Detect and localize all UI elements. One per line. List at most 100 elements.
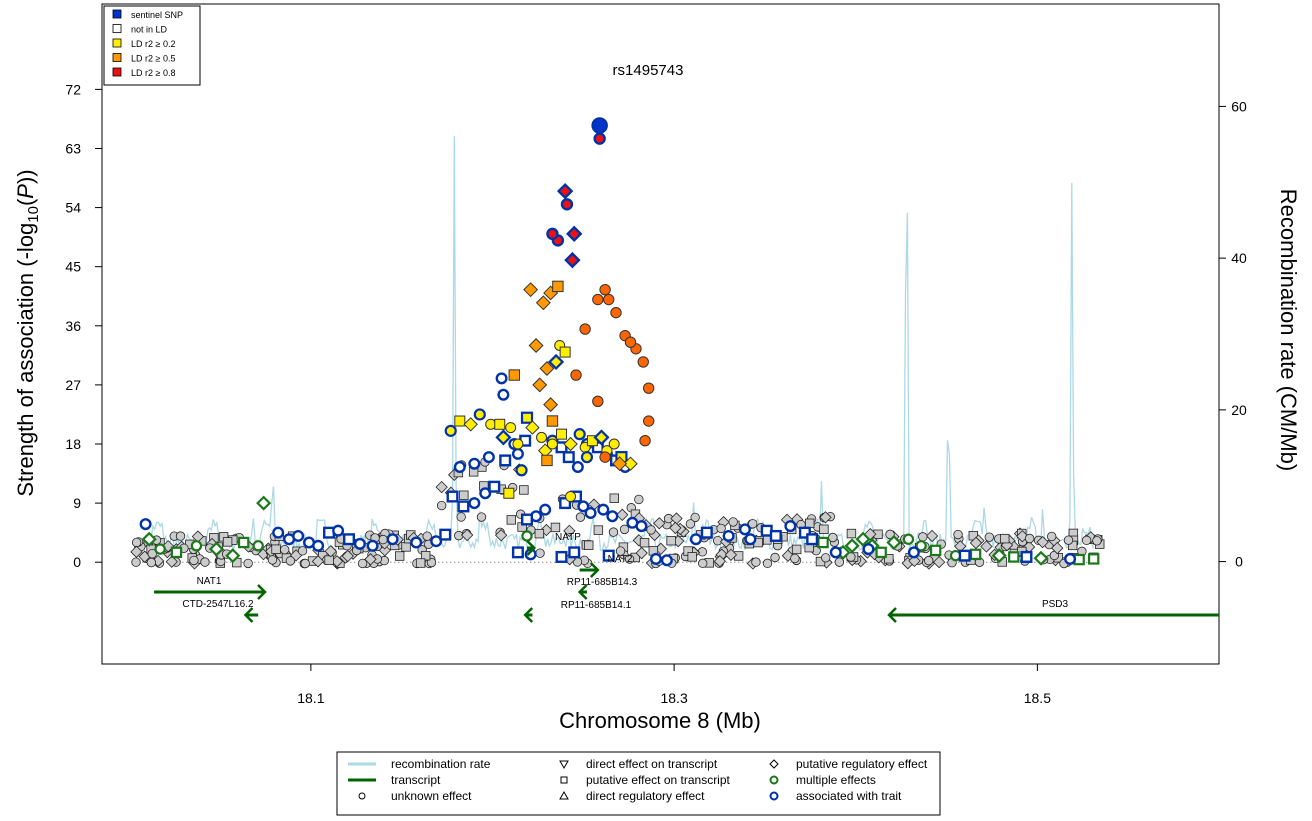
- transcript-label: RP11-685B14.3: [567, 577, 638, 588]
- legend-triangle-down-icon: [559, 760, 569, 770]
- snp-point-associated: [722, 529, 735, 542]
- legend-triangle-up-icon: [559, 790, 569, 800]
- legend-item-label: associated with trait: [796, 789, 902, 803]
- legend-item-diamond: putative regulatory effect: [769, 757, 928, 771]
- snp-point-associated: [488, 480, 501, 493]
- snp-point-ld-02: [563, 436, 578, 452]
- snp-point-associated: [829, 546, 842, 559]
- transcript-arrowhead: [243, 607, 254, 623]
- transcript-arrowhead: [577, 584, 588, 600]
- ld-legend-swatch: [112, 9, 122, 19]
- snp-point-ld-02: [444, 424, 457, 437]
- sentinel-snp-label: rs1495743: [613, 62, 684, 79]
- snp-point-not-in-ld: [534, 528, 545, 539]
- snp-point-ld-08: [560, 198, 574, 211]
- snp-point-not-in-ld: [341, 549, 354, 563]
- snp-point-associated: [562, 451, 575, 464]
- snp-point-not-in-ld: [608, 527, 619, 537]
- snp-point-not-in-ld: [506, 515, 517, 525]
- snp-point-not-in-ld: [364, 553, 377, 566]
- snp-point-associated: [272, 526, 285, 539]
- snp-point-ld-02: [565, 491, 577, 503]
- snp-point-not-in-ld: [300, 558, 310, 569]
- snp-point-not-in-ld: [615, 546, 626, 556]
- snp-point-multiple-effects: [141, 531, 157, 547]
- snp-point-not-in-ld: [864, 527, 877, 541]
- y-axis-left-tick-label: 18: [65, 436, 81, 452]
- snp-point-multiple-effects: [170, 546, 183, 559]
- snp-point-not-in-ld: [436, 500, 447, 511]
- snp-point-ld-05: [612, 456, 628, 472]
- snp-point-associated: [468, 457, 481, 470]
- snp-point-ld-05: [543, 397, 559, 413]
- snp-point-multiple-effects: [237, 536, 250, 549]
- snp-point-associated: [958, 549, 971, 562]
- snp-point-not-in-ld: [378, 534, 388, 545]
- legend-item-circle: unknown effect: [358, 789, 472, 803]
- y-axis-right-tick-label: 40: [1231, 250, 1247, 266]
- snp-point-not-in-ld: [713, 555, 727, 568]
- snp-point-not-in-ld: [324, 545, 337, 558]
- snp-point-not-in-ld: [435, 480, 448, 494]
- snp-point-not-in-ld: [653, 517, 666, 530]
- transcript-label: PSD3: [1042, 599, 1069, 610]
- snp-point-ld-05: [528, 338, 544, 353]
- snp-point-associated: [568, 546, 581, 559]
- y-axis-left-tick-label: 27: [65, 377, 81, 393]
- snp-point-not-in-ld: [969, 536, 983, 550]
- snp-point-ld-05: [546, 415, 559, 427]
- snp-point-not-in-ld: [357, 558, 368, 569]
- transcript-arrowhead: [589, 562, 600, 578]
- legend-circle-icon: [358, 792, 366, 800]
- snp-point-not-in-ld: [311, 555, 325, 568]
- snp-point-not-in-ld: [984, 532, 995, 542]
- transcript-label: NAT1: [197, 576, 222, 587]
- snp-point-associated: [689, 533, 702, 546]
- snp-points: [130, 117, 1105, 570]
- snp-point-associated: [521, 513, 534, 526]
- snp-point-not-in-ld: [200, 557, 210, 567]
- snp-point-ld-05: [532, 377, 548, 393]
- transcript-arrowhead: [257, 584, 267, 600]
- snp-point-not-in-ld: [161, 540, 175, 553]
- snp-point-associated: [555, 550, 568, 563]
- transcript-natp: NATP: [526, 532, 581, 556]
- effect-legend: recombination rate transcript unknown effe…: [336, 751, 941, 816]
- snp-point-ld-05: [610, 306, 622, 319]
- ld-legend-label: LD r2 ≥ 0.8: [131, 68, 175, 78]
- snp-point-associated: [457, 500, 470, 513]
- snp-point-associated: [479, 487, 492, 500]
- snp-point-not-in-ld: [791, 544, 802, 555]
- snp-point-not-in-ld: [819, 524, 829, 534]
- snp-point-associated: [353, 537, 366, 550]
- snp-point-ld-08: [546, 227, 559, 241]
- snp-point-not-in-ld: [646, 525, 656, 535]
- snp-point-ld-05: [637, 356, 649, 368]
- snp-point-associated: [386, 533, 399, 546]
- snp-point-ld-05: [535, 295, 551, 311]
- snp-point-not-in-ld: [616, 508, 629, 521]
- snp-point-not-in-ld: [575, 512, 586, 522]
- snp-point-ld-02: [623, 456, 638, 471]
- snp-point-not-in-ld: [634, 494, 644, 505]
- snp-point-not-in-ld: [884, 554, 894, 564]
- legend-diamond-icon: [769, 759, 779, 769]
- snp-point-not-in-ld: [297, 546, 308, 556]
- snp-point-not-in-ld: [908, 554, 921, 568]
- snp-point-ld-02: [556, 428, 568, 440]
- snp-point-not-in-ld: [624, 554, 635, 564]
- snp-point-ld-02: [608, 438, 620, 450]
- y-axis-left: 0 9 18 27 36 45 54 63 72: [65, 81, 102, 570]
- snp-point-multiple-effects: [252, 540, 264, 552]
- snp-point-not-in-ld: [980, 540, 993, 553]
- transcript-arrowhead: [526, 540, 537, 556]
- snp-point-multiple-effects: [190, 540, 203, 552]
- snp-point-not-in-ld: [146, 557, 157, 568]
- snp-point-ld-02: [473, 408, 486, 421]
- snp-point-not-in-ld: [401, 542, 411, 552]
- legend-multiple-effects-icon: [769, 775, 779, 785]
- snp-point-not-in-ld: [932, 555, 946, 569]
- snp-point-associated: [332, 524, 345, 537]
- snp-point-not-in-ld: [165, 555, 178, 568]
